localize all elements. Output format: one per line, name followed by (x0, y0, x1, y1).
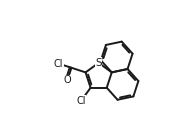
Text: S: S (95, 58, 102, 68)
Text: Cl: Cl (76, 96, 86, 106)
Text: O: O (64, 75, 71, 85)
Text: Cl: Cl (54, 59, 63, 69)
